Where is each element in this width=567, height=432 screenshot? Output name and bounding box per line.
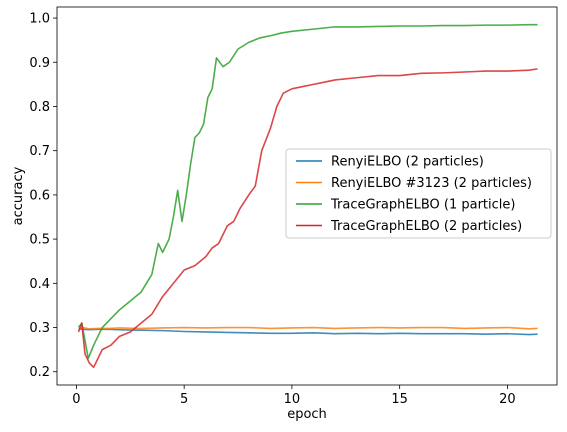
series-layer: [77, 23, 538, 369]
x-tick-label: 0: [72, 392, 80, 407]
y-tick-label: 0.6: [29, 188, 50, 203]
legend-label-4: TraceGraphELBO (2 particles): [330, 219, 522, 234]
legend-box: [285, 148, 552, 239]
x-tick-label: 5: [180, 392, 188, 407]
legend-label-2: RenyiELBO #3123 (2 particles): [331, 176, 532, 191]
y-axis-ticks: 0.2 0.3 0.4 0.5 0.6 0.7 0.8 0.9 1.0: [29, 12, 57, 380]
y-tick-label: 0.4: [29, 277, 50, 292]
series-line-2: [78, 326, 538, 331]
y-tick-label: 0.5: [29, 233, 50, 248]
y-axis-label: accuracy: [11, 166, 26, 225]
plot-frame: [56, 6, 558, 386]
plot-area: [56, 6, 558, 386]
y-tick-label: 0.3: [29, 321, 50, 336]
series-line-3: [77, 23, 538, 360]
x-axis-ticks: 0 5 10 15 20: [72, 385, 516, 407]
x-tick-label: 20: [499, 392, 516, 407]
x-tick-label: 10: [284, 392, 301, 407]
series-line-1: [78, 328, 538, 336]
legend: RenyiELBO (2 particles) RenyiELBO #3123 (…: [285, 148, 552, 239]
legend-label-3: TraceGraphELBO (1 particle): [330, 198, 515, 213]
y-tick-label: 0.8: [29, 100, 50, 115]
y-tick-label: 1.0: [29, 12, 50, 27]
y-tick-label: 0.7: [29, 144, 50, 159]
series-line-4: [77, 68, 538, 369]
y-tick-label: 0.9: [29, 56, 50, 71]
legend-label-1: RenyiELBO (2 particles): [331, 155, 484, 170]
x-tick-label: 15: [391, 392, 408, 407]
x-axis-label: epoch: [287, 407, 327, 422]
y-tick-label: 0.2: [29, 365, 50, 380]
